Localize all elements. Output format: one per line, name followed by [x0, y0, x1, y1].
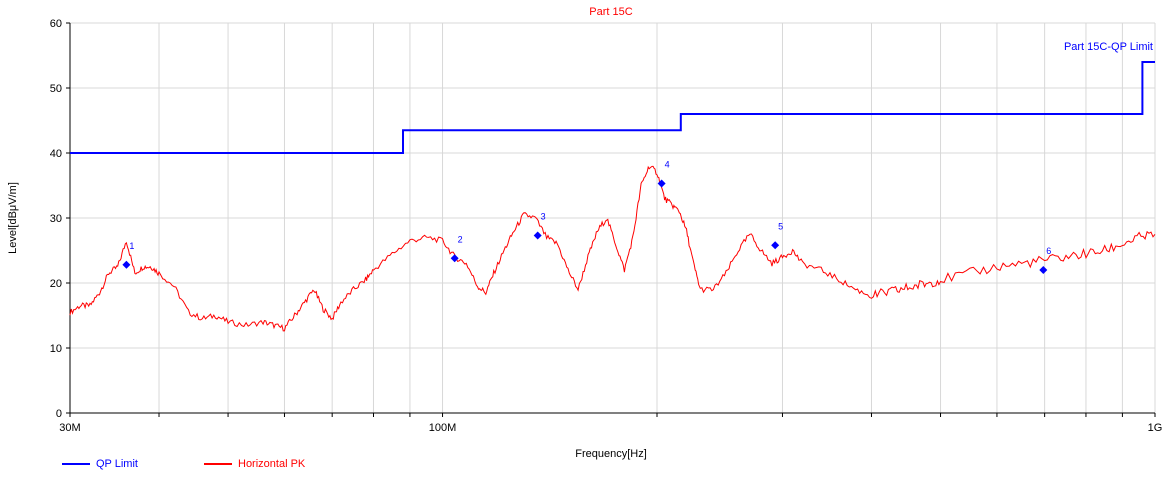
chart-title: Part 15C [589, 6, 632, 18]
legend-item-qp-limit: QP Limit [62, 458, 138, 470]
y-tick-label: 60 [50, 18, 62, 30]
marker-label: 3 [541, 212, 546, 222]
marker-label: 6 [1046, 246, 1051, 256]
horizontal-pk-swatch [204, 463, 232, 465]
legend-label-qp-limit: QP Limit [96, 458, 138, 470]
y-axis-title: Level[dBμV/m] [7, 182, 19, 254]
marker-label: 1 [129, 241, 134, 251]
marker-point [657, 179, 666, 188]
y-tick-label: 10 [50, 343, 62, 355]
series-horizontal-pk-line [69, 165, 1156, 332]
qp-limit-swatch [62, 463, 90, 465]
limit-line-label: Part 15C-QP Limit [1064, 41, 1153, 53]
marker-point [450, 254, 459, 263]
marker-point [533, 231, 542, 240]
marker-label: 5 [778, 221, 783, 231]
grid-lines [69, 22, 1156, 414]
y-tick-label: 20 [50, 278, 62, 290]
x-tick-label: 30M [59, 422, 80, 434]
y-tick-label: 0 [56, 408, 62, 420]
marker-point [771, 241, 780, 250]
x-tick-label: 100M [429, 422, 457, 434]
series-layer [69, 61, 1156, 332]
marker-label: 4 [665, 160, 670, 170]
marker-point [122, 260, 131, 269]
marker-layer: 1 2 3 4 5 6 [122, 160, 1051, 274]
y-tick-label: 50 [50, 83, 62, 95]
x-tick-label: 1G [1148, 422, 1163, 434]
x-axis-title: Frequency[Hz] [575, 448, 647, 460]
y-tick-label: 40 [50, 148, 62, 160]
axes: 30M 100M 1G 0 10 20 30 40 50 60 [50, 18, 1163, 434]
y-tick-label: 30 [50, 213, 62, 225]
marker-point [1039, 266, 1048, 274]
series-qp-limit-line [70, 61, 1155, 154]
marker-label: 2 [458, 234, 463, 244]
legend-item-horizontal-pk: Horizontal PK [204, 458, 305, 470]
legend-label-horizontal-pk: Horizontal PK [238, 458, 306, 470]
